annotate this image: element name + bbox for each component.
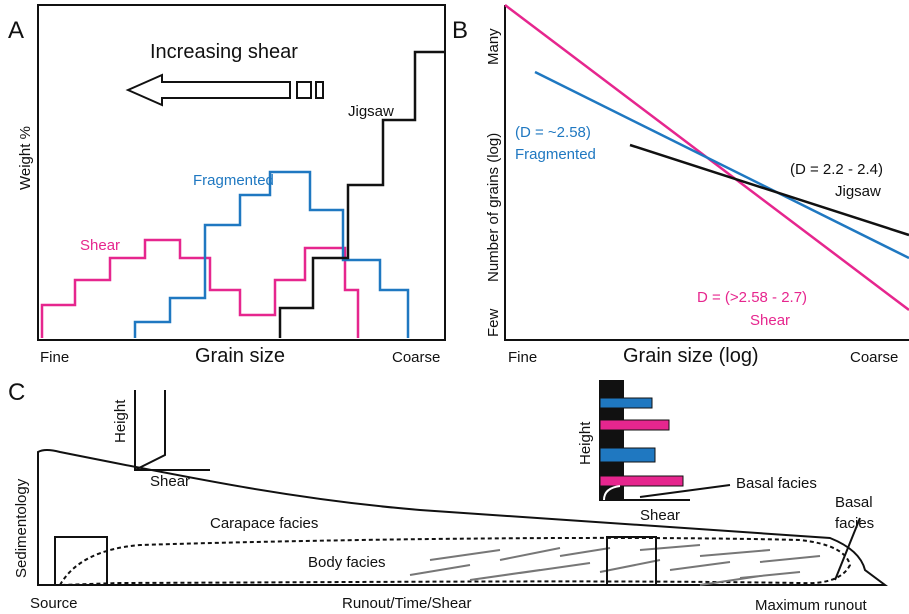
jigsaw-line	[629, 143, 909, 237]
arrow-tail	[296, 81, 312, 99]
profile-curve	[603, 485, 621, 501]
panel-label: B	[452, 17, 468, 44]
shear-curve	[40, 238, 360, 338]
arrow-tail	[315, 81, 324, 99]
line-d: D = (>2.58 - 2.7)	[697, 289, 807, 306]
inset-y-label: Height	[112, 399, 129, 443]
sample-box	[606, 536, 657, 586]
profile-bar	[599, 419, 670, 431]
arrow-label: Increasing shear	[150, 41, 298, 63]
pointer	[639, 484, 731, 498]
arrow	[125, 73, 291, 107]
x-high: Coarse	[850, 349, 898, 366]
facies-label: Basal	[835, 494, 873, 511]
curve-label: Shear	[80, 237, 120, 254]
profile	[134, 390, 166, 471]
line-label: Jigsaw	[835, 183, 881, 200]
inset-axes	[134, 390, 210, 471]
y-label: Weight %	[17, 126, 34, 190]
inset-note: Basal facies	[736, 475, 817, 492]
inset-x-label: Shear	[640, 507, 680, 524]
x-low: Fine	[40, 349, 69, 366]
facies-label: facies	[835, 515, 874, 532]
x-label: Grain size (log)	[623, 345, 759, 367]
facies-label: Carapace facies	[210, 515, 318, 532]
profile-bar	[599, 447, 656, 463]
facies-label: Body facies	[308, 554, 386, 571]
panel-label: A	[8, 17, 24, 44]
y-high: Many	[485, 28, 502, 65]
profile-bar	[599, 397, 653, 409]
y-label: Number of grains (log)	[485, 133, 502, 282]
line-label: Fragmented	[515, 146, 596, 163]
curve-label: Fragmented	[193, 172, 274, 189]
axes	[504, 5, 909, 341]
panel-label: C	[8, 379, 25, 406]
flow-outline	[37, 449, 888, 586]
profile-bar	[599, 475, 684, 487]
x-label: Grain size	[195, 345, 285, 367]
inset-x-label: Shear	[150, 473, 190, 490]
panel-frame	[37, 4, 446, 341]
shear-fabric	[409, 544, 821, 586]
x-high: Coarse	[392, 349, 440, 366]
x-low: Fine	[508, 349, 537, 366]
inset-y-label: Height	[577, 421, 594, 465]
x-mid: Runout/Time/Shear	[342, 595, 472, 612]
x-right: Maximum runout	[755, 597, 868, 614]
line-label: Shear	[750, 312, 790, 329]
fragmented-curve	[133, 170, 410, 338]
pointer	[834, 517, 861, 581]
line-d: (D = ~2.58)	[515, 124, 591, 141]
curve-label: Jigsaw	[348, 103, 394, 120]
line-d: (D = 2.2 - 2.4)	[790, 161, 883, 178]
y-label: Sedimentology	[13, 478, 30, 578]
x-left: Source	[30, 595, 78, 612]
jigsaw-curve	[278, 50, 445, 338]
body-outline	[58, 536, 852, 587]
fragmented-line	[534, 70, 909, 260]
y-low: Few	[485, 308, 502, 337]
sample-box	[54, 536, 108, 586]
